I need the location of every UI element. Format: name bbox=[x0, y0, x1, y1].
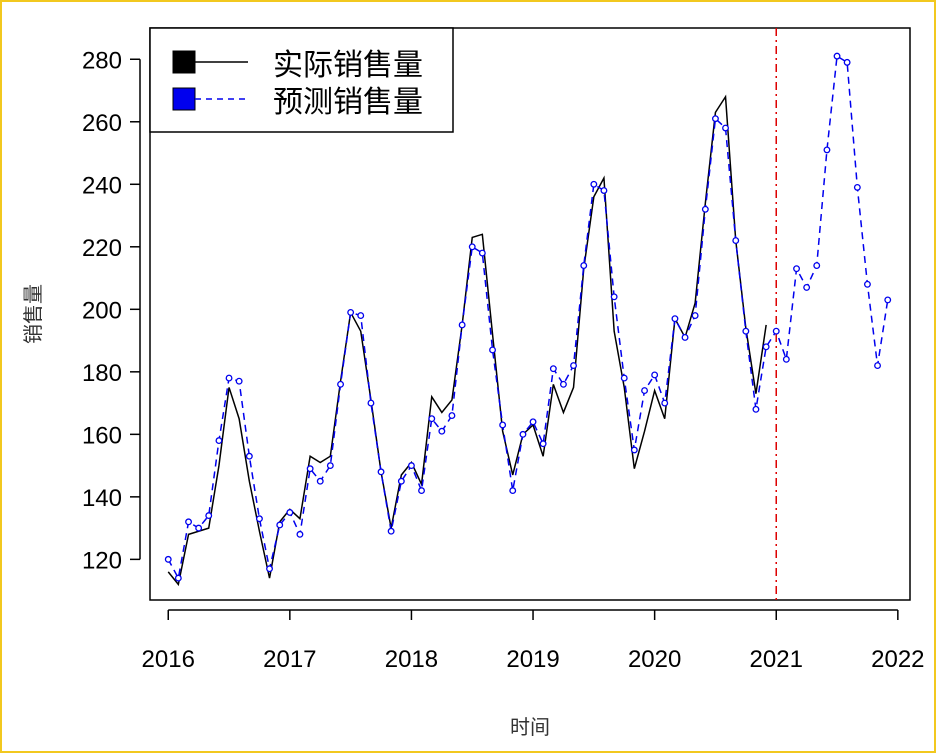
x-tick-label: 2021 bbox=[750, 646, 803, 673]
forecast-point bbox=[590, 180, 598, 188]
y-tick-label: 180 bbox=[82, 360, 122, 387]
forecast-point bbox=[813, 262, 821, 270]
forecast-point bbox=[641, 387, 648, 395]
forecast-point bbox=[732, 237, 740, 244]
forecast-point bbox=[347, 308, 355, 316]
forecast-point bbox=[337, 380, 344, 388]
forecast-point bbox=[630, 446, 638, 454]
forecast-point bbox=[559, 380, 567, 388]
forecast-point bbox=[701, 205, 709, 213]
forecast-point bbox=[853, 183, 861, 191]
legend: 实际销售量 预测销售量 bbox=[149, 27, 454, 133]
y-axis-title: 销售量 bbox=[21, 284, 45, 344]
x-tick-label: 2019 bbox=[506, 646, 559, 673]
legend-swatch-forecast bbox=[172, 87, 196, 111]
forecast-point bbox=[843, 58, 851, 66]
forecast-point bbox=[306, 465, 314, 473]
y-tick-label: 280 bbox=[82, 47, 122, 74]
forecast-point bbox=[316, 477, 324, 485]
forecast-point bbox=[681, 333, 689, 341]
forecast-point bbox=[326, 462, 334, 470]
y-tick-label: 140 bbox=[82, 485, 122, 512]
forecast-point bbox=[671, 315, 679, 323]
forecast-point bbox=[519, 430, 527, 438]
forecast-point bbox=[438, 427, 446, 435]
forecast-point bbox=[509, 487, 517, 495]
forecast-point bbox=[458, 321, 466, 329]
forecast-point bbox=[793, 265, 800, 273]
forecast-point bbox=[580, 262, 588, 270]
forecast-sales-line bbox=[167, 54, 889, 581]
forecast-point bbox=[195, 524, 203, 532]
forecast-point bbox=[215, 437, 223, 445]
forecast-point bbox=[225, 374, 233, 382]
forecast-point bbox=[661, 399, 669, 407]
forecast-point bbox=[833, 52, 841, 60]
forecast-point bbox=[357, 312, 365, 320]
x-tick-label: 2017 bbox=[263, 646, 316, 673]
forecast-point bbox=[164, 555, 172, 563]
forecast-point bbox=[499, 421, 507, 429]
forecast-point bbox=[711, 115, 719, 123]
forecast-point bbox=[874, 362, 881, 370]
x-tick-label: 2020 bbox=[628, 646, 681, 673]
forecast-point bbox=[570, 362, 577, 370]
y-tick-label: 200 bbox=[82, 297, 122, 324]
forecast-point bbox=[428, 415, 436, 423]
forecast-point bbox=[266, 565, 273, 573]
forecast-point bbox=[549, 365, 557, 373]
forecast-point bbox=[610, 293, 618, 301]
forecast-point bbox=[235, 377, 243, 385]
legend-box bbox=[149, 27, 454, 133]
legend-label-actual: 实际销售量 bbox=[273, 48, 423, 83]
forecast-point bbox=[722, 124, 729, 132]
forecast-point bbox=[691, 312, 699, 320]
forecast-point bbox=[772, 327, 780, 335]
forecast-point bbox=[407, 462, 415, 470]
y-tick-label: 220 bbox=[82, 235, 122, 262]
y-tick-label: 260 bbox=[82, 110, 122, 137]
x-axis-title: 时间 bbox=[510, 715, 550, 739]
forecast-point bbox=[418, 487, 425, 495]
legend-swatch-actual bbox=[172, 50, 196, 74]
y-tick-label: 120 bbox=[82, 547, 122, 574]
y-tick-label: 240 bbox=[82, 172, 122, 199]
x-tick-label: 2016 bbox=[142, 646, 195, 673]
legend-label-forecast: 预测销售量 bbox=[273, 85, 423, 120]
forecast-point bbox=[823, 146, 831, 154]
forecast-point bbox=[884, 296, 892, 304]
forecast-point bbox=[600, 187, 608, 194]
forecast-point bbox=[174, 574, 182, 582]
forecast-point bbox=[448, 412, 456, 420]
y-tick-label: 160 bbox=[82, 422, 122, 449]
forecast-point bbox=[752, 405, 760, 413]
forecast-point bbox=[205, 512, 213, 520]
forecast-point bbox=[245, 452, 253, 460]
forecast-point bbox=[185, 518, 192, 526]
forecast-point bbox=[276, 521, 284, 529]
forecast-point bbox=[367, 399, 375, 407]
forecast-point bbox=[782, 355, 790, 363]
forecast-point bbox=[397, 477, 405, 485]
forecast-point bbox=[468, 243, 476, 251]
forecast-point bbox=[742, 327, 750, 335]
forecast-point bbox=[377, 468, 385, 476]
forecast-point bbox=[489, 346, 496, 354]
forecast-point bbox=[529, 418, 537, 426]
x-tick-label: 2022 bbox=[871, 646, 924, 673]
plot-area-border bbox=[149, 27, 911, 601]
forecast-point bbox=[762, 343, 770, 351]
forecast-point bbox=[255, 515, 263, 523]
forecast-point bbox=[803, 283, 811, 291]
forecast-point bbox=[387, 527, 395, 535]
forecast-point bbox=[286, 509, 294, 516]
forecast-point bbox=[651, 371, 659, 379]
forecast-point bbox=[296, 530, 304, 538]
forecast-point bbox=[539, 440, 547, 448]
forecast-point bbox=[620, 374, 628, 382]
forecast-point bbox=[863, 280, 871, 288]
forecast-point bbox=[478, 249, 486, 257]
x-tick-label: 2018 bbox=[385, 646, 438, 673]
